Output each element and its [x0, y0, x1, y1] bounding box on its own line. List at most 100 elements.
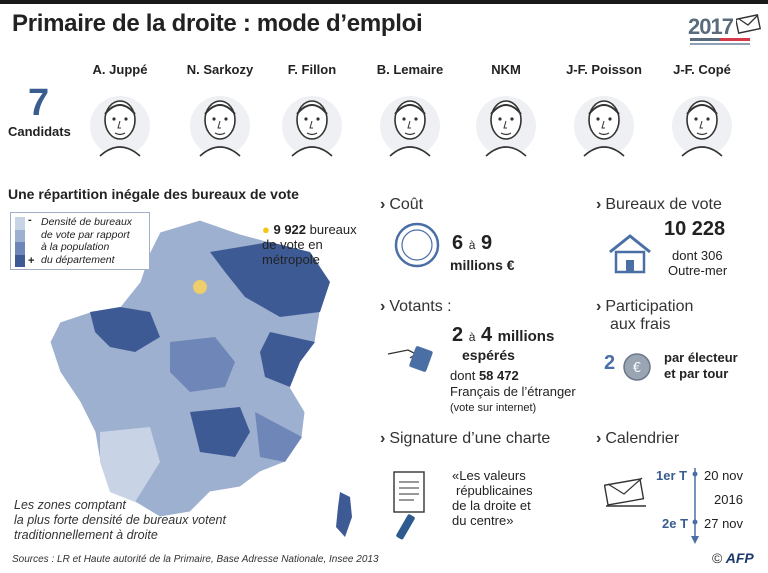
voters-internet: (vote sur internet): [450, 402, 537, 414]
participation-title-2: aux frais: [610, 316, 671, 333]
legend-line: à la population: [41, 241, 110, 253]
candidate-portrait-icon: [380, 96, 440, 157]
offices-number-total: 10 228: [664, 218, 726, 240]
offices-text-1: bureaux: [309, 222, 357, 237]
round2-date: 27 nov: [704, 516, 744, 531]
cost-title: › Coût: [380, 196, 423, 214]
envelope-ballot-icon: [604, 477, 646, 507]
map-region-dense-west: [90, 307, 160, 352]
candidate-name: A. Juppé: [92, 62, 148, 77]
map-region-dense-east: [260, 332, 315, 387]
candidate-card: F. Fillon: [264, 62, 360, 163]
candidate-portrait-icon: [90, 96, 150, 157]
participation-title-1: Participation: [605, 298, 694, 315]
zones-note-line: Les zones comptant: [14, 498, 126, 512]
yellow-dot-icon: ●: [262, 222, 270, 237]
euro-coin-icon: €: [623, 353, 651, 381]
svg-text:€: €: [633, 361, 641, 376]
offices-text-2: de vote en: [262, 237, 323, 252]
charter-quote-line: républicaines: [456, 483, 533, 498]
candidate-name: NKM: [491, 62, 521, 77]
calendar-year: 2016: [714, 492, 743, 507]
candidate-count: 7: [28, 82, 50, 124]
candidate-name: N. Sarkozy: [186, 62, 254, 77]
corsica-island: [336, 492, 352, 537]
zones-note-line: traditionnellement à droite: [14, 528, 158, 542]
round2-label: 2e T: [662, 516, 689, 531]
voters-abroad: Français de l’étranger: [450, 384, 576, 399]
candidate-portrait-icon: [476, 96, 536, 157]
charter-title: › Signature d’une charte: [380, 430, 550, 448]
calendar-title-text: Calendrier: [605, 430, 680, 447]
document-sign-icon: [393, 471, 425, 540]
candidate-card: J-F. Poisson: [556, 62, 652, 163]
envelope-logo-icon: [736, 14, 762, 34]
offices-line1: dont 306: [672, 248, 723, 263]
chevron-right-icon: ›: [380, 196, 386, 213]
map-section-title: Une répartition inégale des bureaux de v…: [8, 186, 299, 202]
candidate-card: A. Juppé: [72, 62, 168, 163]
cost-title-text: Coût: [389, 196, 424, 213]
map-legend: - + Densité de bureaux de vote par rappo…: [10, 212, 150, 270]
ballot-hand-icon: [387, 346, 433, 372]
france-map: [49, 219, 352, 537]
legend-color-scale: [15, 217, 25, 267]
voters-title-text: Votants :: [389, 298, 452, 315]
voters-dont-number: 58 472: [478, 368, 519, 383]
map-region-southwest: [100, 427, 160, 502]
voters-title: › Votants :: [380, 298, 452, 316]
legend-line: de vote par rapport: [41, 228, 130, 241]
candidate-name: F. Fillon: [287, 62, 337, 77]
candidate-card: J-F. Copé: [654, 62, 750, 163]
charter-quote-line: de la droite et: [452, 498, 531, 513]
chevron-right-icon: ›: [596, 430, 602, 447]
cost-range: 6 à 9: [452, 232, 492, 256]
chevron-right-icon: ›: [380, 298, 386, 315]
paris-density-dot: [193, 280, 207, 294]
map-region-dense-northeast: [210, 242, 330, 317]
cost-sep: à: [468, 238, 476, 252]
charter-quote-line: «Les valeurs: [452, 468, 526, 483]
coin-circle-icon: [394, 222, 440, 268]
candidate-name: J-F. Copé: [673, 62, 731, 77]
legend-color-1: [15, 217, 25, 230]
sources-note: Sources : LR et Haute autorité de la Pri…: [12, 554, 379, 565]
candidate-portrait-icon: [672, 96, 732, 157]
candidate-name: B. Lemaire: [376, 62, 444, 77]
timeline-arrow: [691, 468, 699, 544]
voters-dont-label: dont: [450, 368, 476, 383]
voters-range: 2 à 4 millions: [452, 324, 554, 348]
chevron-right-icon: ›: [596, 298, 602, 315]
legend-minus: -: [28, 214, 32, 226]
top-bar: [0, 0, 768, 4]
charter-quote: «Les valeurs républicaines de la droite …: [452, 468, 533, 528]
chevron-right-icon: ›: [380, 430, 386, 447]
voters-unit: millions: [497, 328, 555, 345]
page-title: Primaire de la droite : mode d’emploi: [12, 10, 423, 37]
candidate-portrait-icon: [282, 96, 342, 157]
afp-logo-text: AFP: [725, 550, 754, 566]
voters-sep: à: [468, 330, 476, 344]
map-region-dense-south: [190, 407, 250, 457]
voters-expected: espérés: [462, 347, 515, 363]
participation-title: › Participation: [596, 298, 693, 316]
offices-note: ● 9 922 bureaux de vote en métropole: [262, 222, 357, 267]
candidate-portrait-icon: [574, 96, 634, 157]
candidate-card: N. Sarkozy: [172, 62, 268, 163]
offices-number: 9 922: [273, 222, 307, 237]
copyright-symbol: ©: [712, 550, 723, 566]
charter-title-text: Signature d’une charte: [389, 430, 551, 447]
house-icon: [609, 234, 651, 274]
zones-note-line: la plus forte densité de bureaux votent: [14, 513, 226, 527]
map-region-southeast: [255, 412, 302, 462]
legend-line: Densité de bureaux: [41, 216, 133, 228]
voters-dont: dont 58 472: [450, 368, 519, 383]
zones-note: Les zones comptant la plus forte densité…: [14, 498, 226, 543]
legend-color-3: [15, 242, 25, 255]
offices-text-3: métropole: [262, 252, 320, 267]
cost-unit: millions €: [450, 257, 515, 273]
legend-color-4: [15, 254, 25, 267]
candidate-count-label: Candidats: [8, 124, 71, 139]
round1-label: 1er T: [656, 468, 688, 483]
participation-text-2: et par tour: [664, 366, 729, 381]
